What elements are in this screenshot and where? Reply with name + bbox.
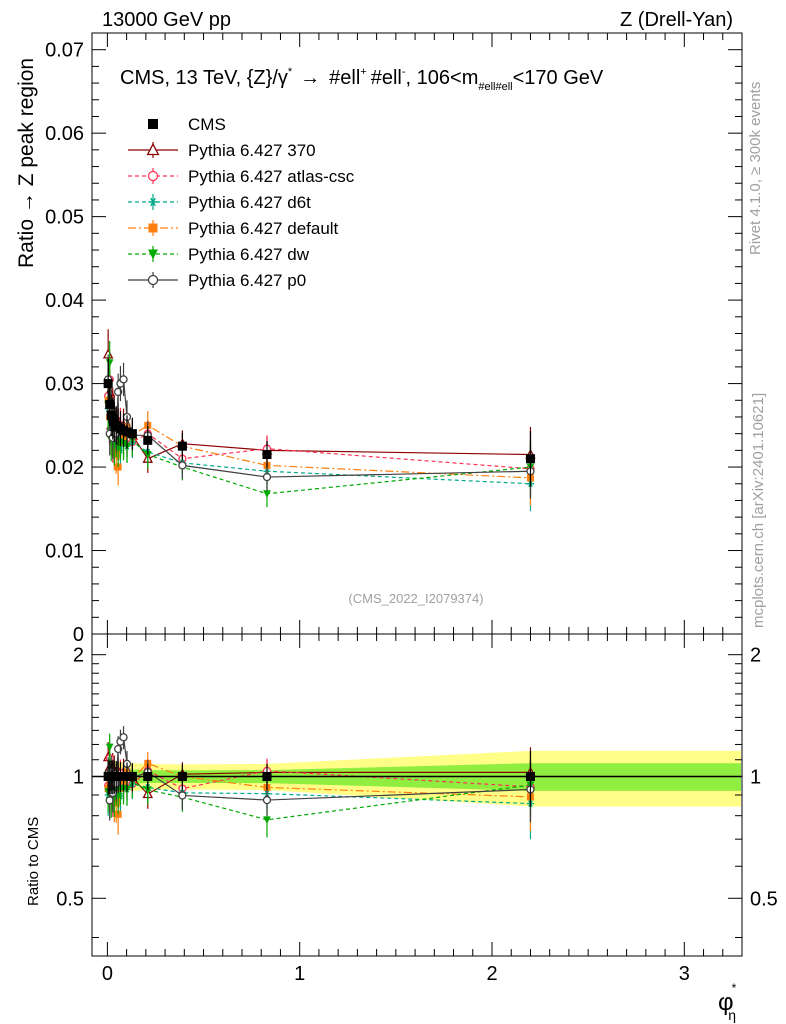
legend-label: CMS [188,115,226,134]
y-tick-label-main: 0.07 [45,40,84,62]
legend-marker [148,249,158,260]
axes: 00.010.020.030.040.050.060.070.5 0.51 12 20… [45,33,778,985]
legend-marker [148,119,158,129]
legend-entry-d6t: Pythia 6.427 d6t [128,193,311,212]
ratio-y-tick-label-right: 0.5 [750,888,778,910]
data-point [263,490,271,498]
series-d6t-main [104,383,534,512]
series-p370-line [107,354,531,460]
legend-label: Pythia 6.427 p0 [188,271,306,290]
series-dw-main [104,341,535,508]
ratio-y-tick-label: 1 [73,766,84,788]
y-axis-label-ratio: Ratio to CMS [25,817,42,906]
legend-label: Pythia 6.427 atlas-csc [188,167,355,186]
legend: CMS Pythia 6.427 370 Pythia 6.427 atlas-cs… [128,115,355,290]
header-right-label: Z (Drell-Yan) [620,9,733,31]
x-axis-label: φ* η [718,981,737,1023]
ratio-y-tick-label-right: 2 [750,645,761,667]
chart-title: CMS, 13 TeV, {Z}/γ* → #ell+ #ell-, 106<m#el… [120,66,604,93]
ratio-point [143,786,152,795]
header-left-label: 13000 GeV pp [102,9,231,31]
legend-label: Pythia 6.427 370 [188,141,316,160]
data-point [105,399,115,409]
data-series-layer [102,329,536,840]
ratio-point [105,743,114,752]
legend-entry-atlas: Pythia 6.427 atlas-csc [128,167,355,186]
data-point [262,472,272,482]
ratio-y-tick-label: 0.5 [56,888,84,910]
y-tick-label-main: 0 [73,624,84,646]
data-point [127,429,137,439]
legend-entry-dw: Pythia 6.427 dw [128,245,310,264]
mcplots-label: mcplots.cern.ch [arXiv:2401.10621] [750,393,767,628]
data-point [103,379,113,389]
rivet-version-label: Rivet 4.1.0, ≥ 300k events [747,82,764,255]
series-default-ratio-line [107,762,531,815]
series-cms-main [103,358,535,487]
ratio-y-tick-label-right: 1 [750,766,761,788]
legend-marker [148,223,158,233]
data-point [262,450,272,460]
ratio-y-tick-label: 2 [73,645,84,667]
y-tick-label-main: 0.03 [45,374,84,396]
data-point [178,461,187,470]
ratio-point [262,795,272,805]
ratio-point [178,791,187,800]
data-point [177,441,187,451]
legend-label: Pythia 6.427 default [188,219,339,238]
x-tick-label: 2 [486,963,497,985]
series-p370-main [102,329,536,483]
legend-label: Pythia 6.427 dw [188,245,310,264]
legend-entry-default: Pythia 6.427 default [128,219,339,238]
y-tick-label-main: 0.06 [45,123,84,145]
data-point [122,427,132,437]
legend-entry-p370: Pythia 6.427 370 [128,141,316,160]
data-point [119,375,128,384]
x-tick-label: 3 [679,963,690,985]
analysis-watermark: (CMS_2022_I2079374) [348,591,483,606]
x-tick-label: 0 [102,963,113,985]
y-tick-label-main: 0.01 [45,541,84,563]
series-dw-line [107,362,531,495]
series-default-main [104,375,534,506]
data-point [105,359,114,367]
y-axis-label-main: Ratio → Z peak region [15,58,38,268]
legend-marker [148,197,158,207]
legend-label: Pythia 6.427 d6t [188,193,311,212]
series-p0-line [107,377,531,478]
y-tick-label-main: 0.04 [45,290,84,312]
series-default-line [107,400,531,479]
ratio-point [263,816,271,825]
y-tick-label-main: 0.05 [45,207,84,229]
ratio-point [119,733,128,742]
data-point [143,451,152,459]
x-tick-label: 1 [294,963,305,985]
series-p0-main [104,354,535,499]
legend-entry-cms: CMS [148,115,226,134]
ratio-point [105,796,114,805]
legend-marker [147,170,159,182]
data-point [143,435,153,445]
data-point [525,454,535,464]
legend-marker [146,142,160,156]
y-tick-label-main: 0.02 [45,457,84,479]
legend-marker [147,274,159,286]
legend-entry-p0: Pythia 6.427 p0 [128,271,306,290]
